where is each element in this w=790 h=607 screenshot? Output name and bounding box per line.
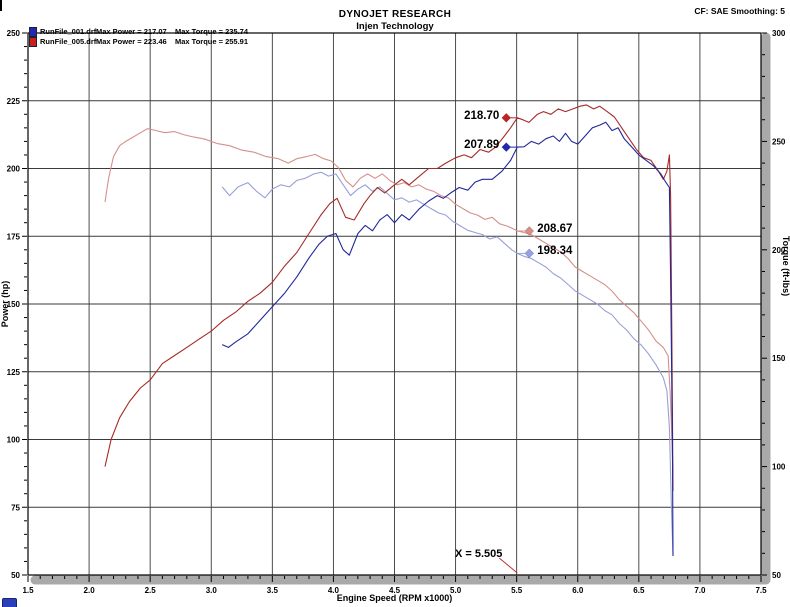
cursor-pointer-line <box>498 557 518 574</box>
dyno-curves <box>104 104 674 557</box>
tick-labels: 1.5 2.0 2.5 3.0 3.5 4.0 4.5 5.0 5.5 6.0 6.5 7.0 7.5 5… <box>7 29 786 595</box>
svg-text:150: 150 <box>7 300 21 309</box>
curve-runfile-001-drf-power <box>221 121 674 557</box>
svg-text:300: 300 <box>772 29 786 38</box>
power-value-label-run5: 218.70 <box>464 109 500 122</box>
svg-text:3.0: 3.0 <box>206 586 218 595</box>
run-legend: RunFile_001.drf Max Power = 217.07 Max T… <box>29 27 259 47</box>
svg-text:6.5: 6.5 <box>633 586 645 595</box>
x-axis-title: Engine Speed (RPM x1000) <box>337 593 453 603</box>
svg-text:1.5: 1.5 <box>22 586 34 595</box>
svg-text:250: 250 <box>772 137 786 146</box>
annotation-marker-icon <box>501 112 512 123</box>
svg-text:3.5: 3.5 <box>267 586 279 595</box>
torque-value-label-run5: 208.67 <box>537 223 573 235</box>
svg-text:50: 50 <box>772 571 781 580</box>
svg-text:75: 75 <box>11 503 20 512</box>
svg-text:2.5: 2.5 <box>145 586 157 595</box>
svg-text:2.0: 2.0 <box>84 586 96 595</box>
axis-3d-bar <box>30 32 771 585</box>
annotation-marker-icon <box>524 248 535 259</box>
svg-text:7.0: 7.0 <box>694 586 706 595</box>
svg-text:6.0: 6.0 <box>572 586 584 595</box>
curve-runfile-005-drf-torque <box>104 128 674 474</box>
run1-file-name: RunFile_001.drf <box>40 27 97 36</box>
run1-color-swatch-icon <box>29 27 37 37</box>
annotation-marker-icon <box>501 142 512 152</box>
curve-runfile-001-drf-torque <box>221 171 674 554</box>
run5-max-torque: Max Torque = 255.91 <box>175 37 249 46</box>
svg-text:5.5: 5.5 <box>511 586 523 595</box>
annotation-marker-icon <box>524 226 535 236</box>
taskbar-app-icon[interactable] <box>2 598 17 607</box>
axis-ticks <box>22 32 767 582</box>
run1-max-torque: Max Torque = 235.74 <box>175 27 249 36</box>
chart-title: DYNOJET RESEARCH <box>338 9 452 20</box>
svg-text:4.5: 4.5 <box>389 586 401 595</box>
plot-frame <box>27 32 762 576</box>
svg-text:200: 200 <box>7 165 21 174</box>
svg-text:7.5: 7.5 <box>755 586 767 595</box>
svg-text:175: 175 <box>7 232 21 241</box>
run5-file-name: RunFile_005.drf <box>40 37 97 46</box>
run5-max-power: Max Power = 223.46 <box>96 37 167 46</box>
svg-text:50: 50 <box>11 571 20 580</box>
y-axis-right-title: Torque (ft-lbs) <box>781 236 790 296</box>
svg-text:4.0: 4.0 <box>328 586 340 595</box>
run5-color-swatch-icon <box>29 37 37 47</box>
gridlines <box>27 32 762 576</box>
svg-text:100: 100 <box>772 463 786 472</box>
svg-text:250: 250 <box>7 29 21 38</box>
cursor-x-readout: X = 5.505 <box>455 548 503 560</box>
correction-smoothing-info: CF: SAE Smoothing: 5 <box>694 6 785 16</box>
power-value-label-run1: 207.89 <box>464 139 500 152</box>
chart-subtitle: Injen Technology <box>356 21 434 32</box>
svg-text:5.0: 5.0 <box>450 586 462 595</box>
axis-titles: Power (hp) Torque (ft-lbs) Engine Speed (R… <box>0 236 790 603</box>
legend-row-runfile-001: RunFile_001.drf Max Power = 217.07 Max T… <box>29 27 259 37</box>
svg-text:200: 200 <box>772 246 786 255</box>
torque-value-label-run1: 198.34 <box>537 245 573 258</box>
svg-text:125: 125 <box>7 368 21 377</box>
legend-row-runfile-005: RunFile_005.drf Max Power = 223.46 Max T… <box>29 37 259 47</box>
y-axis-left-title: Power (hp) <box>0 281 10 328</box>
curve-runfile-005-drf-power <box>104 104 674 492</box>
svg-text:150: 150 <box>772 354 786 363</box>
svg-text:225: 225 <box>7 97 21 106</box>
run1-max-power: Max Power = 217.07 <box>96 27 167 36</box>
screen-edge-artifact <box>0 0 2 11</box>
svg-text:100: 100 <box>7 436 21 445</box>
